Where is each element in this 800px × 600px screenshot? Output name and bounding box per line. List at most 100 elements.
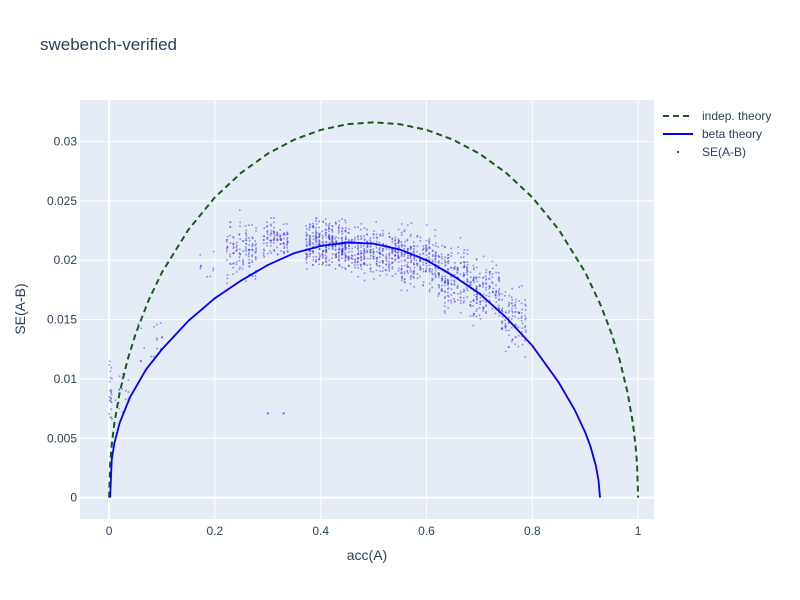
scatter-point [232, 273, 234, 275]
scatter-point [376, 237, 379, 240]
scatter-point [479, 285, 481, 287]
scatter-point [501, 321, 504, 323]
scatter-point [344, 260, 347, 262]
scatter-point [466, 271, 468, 274]
scatter-point [242, 240, 245, 243]
scatter-point [369, 251, 371, 254]
scatter-point [270, 240, 273, 242]
scatter-point [391, 251, 393, 253]
scatter-point [507, 305, 510, 307]
scatter-point [434, 276, 437, 279]
scatter-point [276, 239, 279, 242]
scatter-point [199, 254, 201, 256]
scatter-point [412, 276, 415, 278]
scatter-point [156, 338, 158, 341]
scatter-point [248, 266, 251, 268]
scatter-point [376, 258, 378, 260]
scatter-point [447, 291, 449, 294]
scatter-point [391, 241, 394, 243]
scatter-point [366, 233, 368, 236]
scatter-point [267, 252, 269, 255]
scatter-point [270, 217, 272, 219]
scatter-point [248, 239, 251, 242]
scatter-point [366, 245, 369, 248]
scatter-point [412, 262, 415, 264]
scatter-point [379, 246, 382, 249]
scatter-point [276, 253, 279, 256]
scatter-point [318, 220, 321, 223]
scatter-point [273, 241, 275, 244]
zero-line [80, 100, 654, 519]
scatter-point [479, 303, 481, 306]
scatter-point [397, 261, 400, 263]
scatter-point [338, 264, 341, 267]
scatter-point [447, 268, 449, 271]
scatter-point [454, 265, 456, 268]
scatter-point [485, 305, 488, 307]
scatter-point [429, 288, 431, 291]
scatter-point [341, 250, 344, 253]
scatter-point [344, 240, 346, 243]
scatter-point [321, 263, 324, 266]
scatter-point [318, 234, 321, 237]
scatter-point [444, 282, 446, 284]
scatter-point [450, 255, 452, 257]
scatter-point [510, 326, 513, 329]
scatter-point [109, 397, 112, 399]
scatter-point [428, 238, 431, 240]
scatter-point [325, 256, 328, 258]
scatter-point [425, 224, 428, 226]
scatter-point [473, 294, 475, 296]
series-line-beta-theory [109, 241, 601, 498]
scatter-point [362, 262, 365, 264]
legend-item-beta[interactable]: beta theory [663, 127, 762, 141]
scatter-point [114, 399, 117, 402]
scatter-point [248, 265, 251, 267]
legend-item-scatter[interactable]: SE(A-B) [677, 145, 746, 159]
scatter-point [425, 269, 428, 271]
scatter-point [409, 278, 412, 280]
scatter-point [381, 229, 384, 232]
scatter-point [270, 229, 273, 232]
scatter-point [413, 269, 416, 272]
scatter-point [286, 246, 288, 249]
scatter-point [440, 280, 443, 282]
scatter-point [270, 242, 272, 244]
scatter-point [510, 340, 513, 343]
scatter-point [354, 226, 356, 229]
scatter-point [498, 294, 501, 297]
scatter-point [491, 260, 494, 263]
scatter-point [235, 241, 238, 244]
scatter-point [489, 271, 491, 273]
scatter-point [472, 264, 475, 267]
scatter-point [245, 235, 248, 237]
scatter-point [245, 229, 248, 232]
scatter-point [229, 221, 232, 224]
y-tick-label: 0.03 [54, 135, 78, 149]
scatter-point [432, 260, 434, 263]
scatter-point [270, 232, 272, 234]
legend-item-indep[interactable]: indep. theory [663, 109, 771, 123]
scatter-point [331, 253, 334, 256]
scatter-point [431, 277, 433, 280]
scatter-point [239, 225, 241, 228]
scatter-point [156, 337, 158, 340]
scatter-point [322, 240, 324, 243]
scatter-point [397, 228, 400, 231]
scatter-point [331, 261, 333, 263]
scatter-point [419, 260, 422, 263]
scatter-point [338, 258, 340, 261]
scatter-point [397, 247, 400, 249]
scatter-point [398, 245, 400, 247]
scatter-point [466, 269, 468, 272]
scatter-point [495, 271, 497, 274]
scatter-point [459, 273, 462, 276]
scatter-point [341, 236, 343, 239]
scatter-point [428, 270, 431, 273]
scatter-point [444, 281, 446, 283]
scatter-point [226, 250, 228, 253]
scatter-point [400, 279, 403, 282]
scatter-point [518, 286, 521, 288]
scatter-point [282, 412, 285, 415]
scatter-point [425, 246, 427, 248]
